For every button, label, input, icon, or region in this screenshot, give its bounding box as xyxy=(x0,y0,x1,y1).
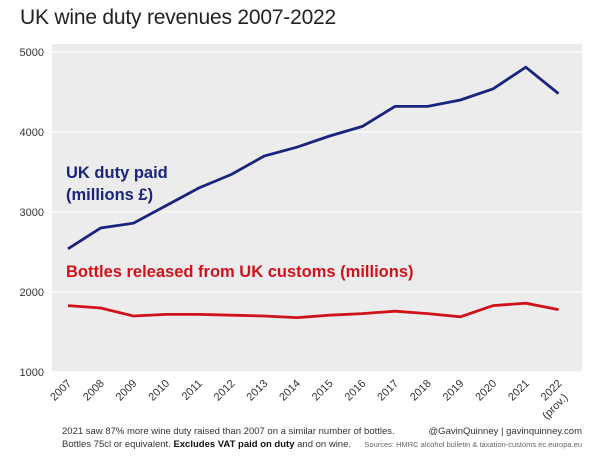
x-tick-label-2015: 2015 xyxy=(310,378,336,404)
credits: @GavinQuinney | gavinquinney.com Sources… xyxy=(364,425,582,451)
plot-area xyxy=(52,44,582,372)
footnote-emphasis: Excludes VAT paid on duty xyxy=(173,439,295,450)
chart-title: UK wine duty revenues 2007-2022 xyxy=(20,6,337,29)
series-line-0 xyxy=(67,65,560,250)
footnote-text-end: and on wine. xyxy=(294,439,352,450)
y-tick-label-2000: 2000 xyxy=(20,287,44,299)
x-tick-label-2011: 2011 xyxy=(180,378,205,403)
x-tick-label-2009: 2009 xyxy=(114,378,140,404)
y-tick-label-1000: 1000 xyxy=(20,367,44,379)
x-tick-label-2014: 2014 xyxy=(277,378,303,404)
sources-line: Sources: HMRC alcohol bulletin & taxatio… xyxy=(364,440,582,449)
footnote-line-1: 2021 saw 87% more wine duty raised than … xyxy=(62,426,395,437)
y-tick-label-5000: 5000 xyxy=(20,47,44,59)
line-chart: 1000 2000 3000 4000 5000 2007 2008 2009 2010 201… xyxy=(20,44,582,420)
y-axis-ticks: 1000 2000 3000 4000 5000 xyxy=(20,47,44,379)
series-label-duty-line-1: UK duty paid xyxy=(66,164,168,182)
y-tick-label-4000: 4000 xyxy=(20,127,44,139)
x-tick-label-2007: 2007 xyxy=(48,378,74,404)
credit-line: @GavinQuinney | gavinquinney.com xyxy=(428,426,582,437)
y-tick-label-3000: 3000 xyxy=(20,207,44,219)
x-tick-label-2020: 2020 xyxy=(473,378,499,404)
footnote-text: Bottles 75cl or equivalent. xyxy=(62,439,174,450)
x-axis-ticks: 2007 2008 2009 2010 2011 2012 2013 2014 2015 2016… xyxy=(48,378,570,420)
x-tick-label-2019: 2019 xyxy=(441,378,467,404)
gridlines xyxy=(52,51,582,373)
x-tick-label-2021: 2021 xyxy=(506,378,532,404)
x-tick-label-2008: 2008 xyxy=(81,378,107,404)
series-label-bottles: Bottles released from UK customs (millio… xyxy=(66,263,414,281)
series-line-1 xyxy=(67,301,559,320)
x-tick-label-2010: 2010 xyxy=(146,378,172,404)
x-tick-label-2018: 2018 xyxy=(408,378,434,404)
x-tick-label-2017: 2017 xyxy=(375,378,401,404)
footnote: 2021 saw 87% more wine duty raised than … xyxy=(62,425,395,451)
series-lines xyxy=(67,65,560,320)
series-label-duty-line-2: (millions £) xyxy=(66,186,153,204)
x-tick-label-2016: 2016 xyxy=(343,378,369,404)
x-tick-label-2012: 2012 xyxy=(212,378,238,404)
footnote-line-2: Bottles 75cl or equivalent. Excludes VAT… xyxy=(62,438,395,451)
series-labels: UK duty paid (millions £) Bottles released… xyxy=(66,164,414,281)
x-tick-label-2013: 2013 xyxy=(245,378,271,404)
